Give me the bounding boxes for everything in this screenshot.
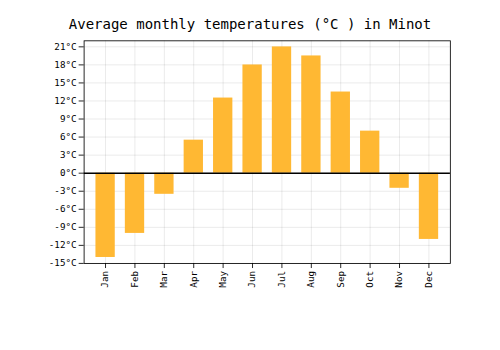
svg-text:9°C: 9°C [60,113,77,124]
svg-text:-6°C: -6°C [54,203,76,214]
svg-text:Oct: Oct [364,271,375,288]
svg-text:Feb: Feb [129,271,140,288]
svg-text:21°C: 21°C [54,41,76,52]
svg-text:Jul: Jul [276,271,287,288]
svg-text:Jun: Jun [246,271,257,288]
svg-text:Sep: Sep [335,271,346,288]
svg-text:3°C: 3°C [60,149,77,160]
svg-text:12°C: 12°C [54,95,76,106]
svg-text:Jan: Jan [99,271,110,288]
svg-text:0°C: 0°C [60,167,77,178]
svg-text:-3°C: -3°C [54,185,76,196]
svg-text:Nov: Nov [393,271,404,288]
svg-text:18°C: 18°C [54,59,76,70]
svg-text:Apr: Apr [188,271,199,288]
svg-text:-15°C: -15°C [49,257,77,268]
svg-text:Aug: Aug [305,271,316,288]
html-text:Average monthly temperatures (: Average monthly temperatures (°C ) in Mi… [68,16,432,32]
svg-text:-12°C: -12°C [49,239,77,250]
svg-text:6°C: 6°C [60,131,77,142]
svg-text:Dec: Dec [423,271,434,288]
svg-text:-9°C: -9°C [54,221,76,232]
svg-text:15°C: 15°C [54,77,76,88]
svg-text:May: May [217,271,228,288]
svg-text:Mar: Mar [158,271,169,288]
